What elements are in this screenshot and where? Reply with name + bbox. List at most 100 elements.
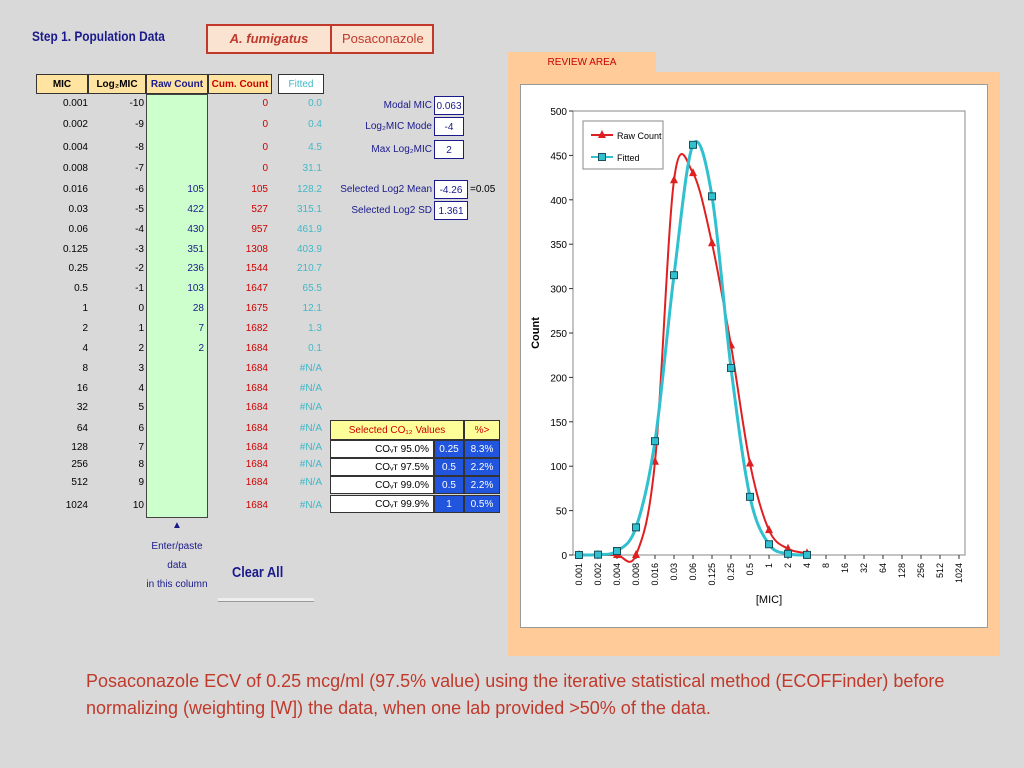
tab-organism[interactable]: A. fumigatus [208, 26, 332, 52]
cell-raw[interactable] [146, 498, 204, 514]
cell-log: 8 [138, 459, 144, 470]
instruction-line-1: Enter/paste [151, 541, 203, 552]
cell-raw[interactable]: 2 [198, 343, 204, 354]
cell-fit: 210.7 [296, 263, 322, 274]
fitted-point [594, 550, 602, 559]
cell-raw[interactable] [146, 457, 204, 473]
x-tick-label: 8 [821, 563, 831, 568]
cell-mic: 2 [82, 323, 88, 334]
raw-count-point [632, 550, 640, 558]
cell-cum: 527 [251, 204, 268, 215]
cell-raw[interactable]: 430 [187, 224, 204, 235]
cell-cum: 1684 [245, 363, 268, 374]
x-tick-label: 0.25 [726, 563, 736, 581]
cell-cum: 0 [262, 119, 268, 130]
clear-all-button[interactable]: Clear All [232, 564, 284, 581]
y-tick-label: 100 [550, 462, 567, 473]
series-line-0 [579, 152, 808, 563]
cell-raw[interactable] [146, 117, 204, 133]
x-tick-label: 4 [802, 563, 812, 568]
cell-raw[interactable]: 105 [187, 184, 204, 195]
cowt-value: 0.25 [434, 440, 464, 458]
x-tick-label: 0.002 [593, 563, 603, 586]
cowt-pct: 8.3% [464, 440, 500, 458]
cell-mic: 32 [76, 402, 88, 413]
y-tick-label: 500 [550, 107, 567, 118]
cell-raw[interactable] [146, 381, 204, 397]
x-tick-label: 256 [916, 563, 926, 578]
cell-raw[interactable] [146, 140, 204, 156]
sel-mean-value[interactable]: -4.26 [434, 180, 468, 199]
x-axis-label: [MIC] [756, 594, 782, 606]
cell-log: 3 [138, 363, 144, 374]
cell-raw[interactable] [146, 96, 204, 112]
cell-raw[interactable]: 7 [198, 323, 204, 334]
cell-cum: 1684 [245, 500, 268, 511]
cell-raw[interactable]: 422 [187, 204, 204, 215]
col-header-log2mic: Log₂MIC [88, 74, 146, 94]
cell-mic: 128 [71, 442, 88, 453]
cell-cum: 0 [262, 163, 268, 174]
cell-mic: 0.5 [74, 283, 88, 294]
sel-mean-label: Selected Log2 Mean [340, 184, 432, 195]
mic-distribution-chart: 0 50 100 150 200 250 300 350 400 450 500 0.001 0.002… [530, 107, 966, 606]
cell-raw[interactable]: 351 [187, 244, 204, 255]
cell-fit: 0.4 [308, 119, 322, 130]
cowt-value: 0.5 [434, 476, 464, 494]
raw-count-point [765, 525, 773, 534]
cowt-row: COᵥᴛ 95.0% 0.25 8.3% [330, 440, 500, 458]
fitted-point [613, 547, 621, 556]
cell-raw[interactable] [146, 475, 204, 491]
tab-drug[interactable]: Posaconazole [342, 31, 424, 46]
cell-log: -4 [135, 224, 144, 235]
cell-cum: 957 [251, 224, 268, 235]
cell-cum: 1684 [245, 383, 268, 394]
y-tick-label: 0 [561, 551, 567, 562]
y-tick-label: 250 [550, 329, 567, 340]
cell-raw[interactable] [146, 421, 204, 437]
y-tick-label: 350 [550, 240, 567, 251]
sel-sd-value[interactable]: 1.361 [434, 201, 468, 220]
cell-cum: 1684 [245, 343, 268, 354]
cell-mic: 0.125 [62, 244, 88, 255]
cell-mic: 0.001 [62, 98, 88, 109]
cell-cum: 1684 [245, 459, 268, 470]
cell-fit: 31.1 [302, 163, 322, 174]
x-tick-label: 2 [783, 563, 793, 568]
cell-log: 1 [138, 323, 144, 334]
legend-marker [598, 130, 606, 138]
cell-fit: 1.3 [308, 323, 322, 334]
cell-log: -6 [135, 184, 144, 195]
cowt-pct: 0.5% [464, 495, 500, 513]
x-tick-label: 0.008 [631, 563, 641, 586]
cell-cum: 1684 [245, 477, 268, 488]
raw-count-point [708, 238, 716, 247]
cell-log: 9 [138, 477, 144, 488]
cell-fit: #N/A [299, 363, 322, 374]
review-area-tab: REVIEW AREA [508, 52, 656, 74]
cell-raw[interactable]: 236 [187, 263, 204, 274]
cell-raw[interactable] [146, 440, 204, 456]
cell-fit: 4.5 [308, 142, 322, 153]
cell-mic: 1 [82, 303, 88, 314]
cell-log: -8 [135, 142, 144, 153]
cell-raw[interactable]: 28 [192, 303, 204, 314]
cell-raw[interactable] [146, 361, 204, 377]
fitted-point [765, 540, 773, 549]
plot-area [572, 110, 966, 556]
cell-fit: #N/A [299, 383, 322, 394]
cell-mic: 0.25 [68, 263, 88, 274]
cell-fit: #N/A [299, 459, 322, 470]
cell-raw[interactable] [146, 400, 204, 416]
x-tick-label: 0.016 [650, 563, 660, 586]
cell-raw[interactable]: 103 [187, 283, 204, 294]
raw-count-input-column[interactable] [146, 94, 208, 518]
raw-count-point [689, 168, 697, 177]
cell-raw[interactable] [146, 161, 204, 177]
cowt-pct-header: %> [464, 420, 500, 440]
y-tick-label: 200 [550, 373, 567, 384]
caption-text: Posaconazole ECV of 0.25 mcg/ml (97.5% v… [86, 671, 945, 718]
cell-fit: 65.5 [302, 283, 322, 294]
cowt-label: COᵥᴛ 99.9% [330, 495, 434, 513]
cell-mic: 0.03 [68, 204, 88, 215]
